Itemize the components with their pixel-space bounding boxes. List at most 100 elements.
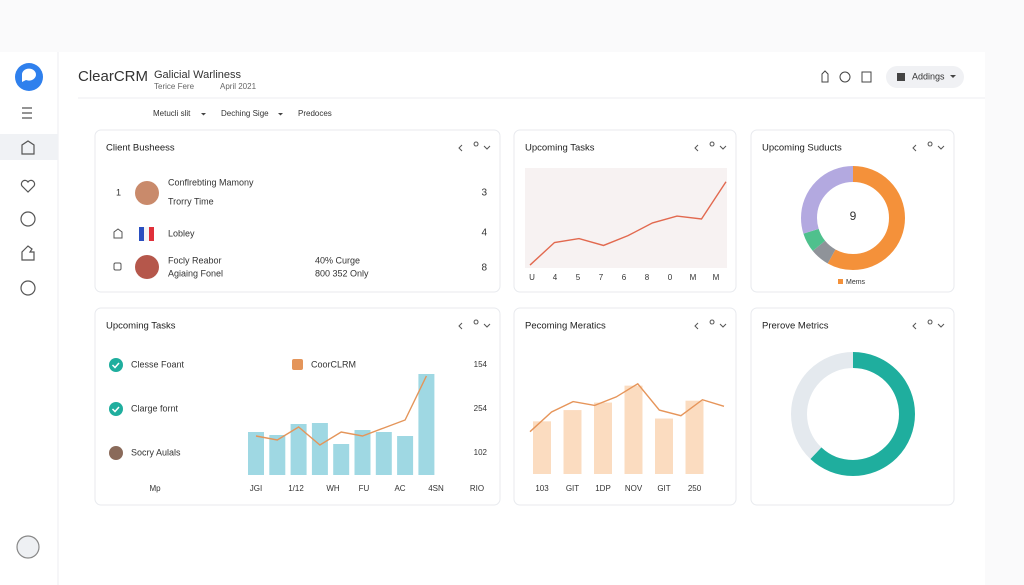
nav-time[interactable] (20, 211, 36, 227)
page-title: Galicial Warliness (154, 69, 242, 81)
x-tick-label: FU (359, 484, 370, 493)
x-tick-label: WH (326, 484, 340, 493)
page-subtitle: Terice Fere (154, 82, 195, 91)
legend-label: Mems (846, 279, 866, 286)
nav-active (0, 134, 58, 160)
side-label: 154 (474, 360, 488, 369)
side-label: 102 (474, 448, 488, 457)
x-tick-label: M (690, 273, 697, 282)
avatar (135, 181, 159, 205)
menu-label: Addings (912, 71, 945, 81)
checklist-item: Clarge fornt (131, 403, 179, 413)
x-tick-label: Mp (149, 484, 161, 493)
legend-swatch (838, 279, 843, 284)
x-tick-label: 6 (622, 273, 627, 282)
x-tick-label: 7 (599, 273, 604, 282)
sidebar-icons (0, 107, 58, 559)
side-label: 254 (474, 404, 488, 413)
donut-center: 9 (850, 209, 857, 223)
line (255, 375, 428, 446)
filter[interactable]: Metucli slit (153, 109, 191, 118)
bar (594, 402, 612, 474)
nav-list[interactable] (22, 107, 32, 119)
card-controls[interactable] (694, 141, 727, 152)
legend-swatch (292, 359, 303, 370)
legend-label: CoorCLRM (311, 359, 356, 369)
filter-caret (278, 113, 283, 116)
checklist-item: Socry Aulals (131, 447, 181, 457)
card-controls[interactable] (458, 141, 491, 152)
x-tick-label: GIT (566, 484, 579, 493)
checklist-item: Clesse Foant (131, 359, 185, 369)
check-icon (109, 358, 123, 372)
bar (685, 400, 704, 474)
page-date: April 2021 (220, 82, 257, 91)
bar (290, 424, 307, 475)
user-avatar[interactable] (16, 535, 40, 559)
bar (248, 432, 264, 475)
x-tick-label: 5 (576, 273, 581, 282)
card-controls[interactable] (912, 319, 945, 330)
bar (624, 385, 643, 474)
x-tick-label: RIO (470, 484, 484, 493)
x-tick-label: 0 (668, 273, 673, 282)
nav-docs[interactable] (21, 245, 35, 261)
row-value: 8 (481, 263, 487, 274)
bar (563, 410, 582, 474)
x-tick-label: 4 (553, 273, 558, 282)
row-sub: Trorry Time (168, 196, 214, 206)
x-tick-label: NOV (625, 484, 643, 493)
menu-icon (897, 73, 905, 81)
card-title: Upcoming Tasks (525, 143, 595, 154)
bar (397, 436, 414, 475)
row-extra: 40% Curge (315, 255, 360, 265)
row-icon (113, 262, 122, 271)
row-value: 3 (481, 188, 487, 199)
save-icon[interactable] (861, 71, 872, 83)
bar (333, 444, 350, 475)
x-tick-label: M (713, 273, 720, 282)
row-sub: Agiaing Fonel (168, 268, 223, 278)
row-value: 4 (481, 228, 487, 239)
nav-settings[interactable] (20, 280, 36, 296)
card (750, 129, 955, 293)
avatar (109, 446, 123, 460)
card-title: Upcoming Tasks (106, 321, 176, 332)
x-tick-label: AC (394, 484, 405, 493)
card-controls[interactable] (694, 319, 727, 330)
bar (533, 421, 551, 474)
share-icon[interactable] (821, 70, 829, 83)
logo-glyph (22, 68, 36, 82)
nav-favorites[interactable] (20, 179, 36, 193)
card-controls[interactable] (458, 319, 491, 330)
menu-button[interactable] (886, 66, 964, 88)
x-tick-label: 103 (535, 484, 549, 493)
x-tick-label: 250 (688, 484, 702, 493)
header-icons (821, 70, 872, 83)
flag-red (149, 227, 154, 241)
bar (354, 430, 371, 475)
x-tick-label: 1DP (595, 484, 611, 493)
line (529, 382, 725, 433)
menu-caret (950, 75, 956, 78)
bar (311, 423, 328, 475)
filter[interactable]: Deching Sige (221, 109, 269, 118)
card-title: Pecoming Meratics (525, 321, 606, 332)
row-icon (113, 228, 123, 239)
line (529, 181, 727, 266)
card-title: Prerove Metrics (762, 321, 829, 332)
x-tick-label: 1/12 (288, 484, 304, 493)
filter[interactable]: Predoces (298, 109, 332, 118)
card (750, 307, 955, 506)
row-extra: 800 352 Only (315, 268, 369, 278)
row-index: 1 (116, 187, 121, 197)
bar (269, 435, 286, 475)
nav-home[interactable] (21, 140, 35, 155)
clock-icon[interactable] (839, 71, 851, 83)
card-controls[interactable] (912, 141, 945, 152)
x-tick-label: 8 (645, 273, 650, 282)
row-name: Focly Reabor (168, 255, 222, 265)
x-tick-label: JGI (250, 484, 262, 493)
